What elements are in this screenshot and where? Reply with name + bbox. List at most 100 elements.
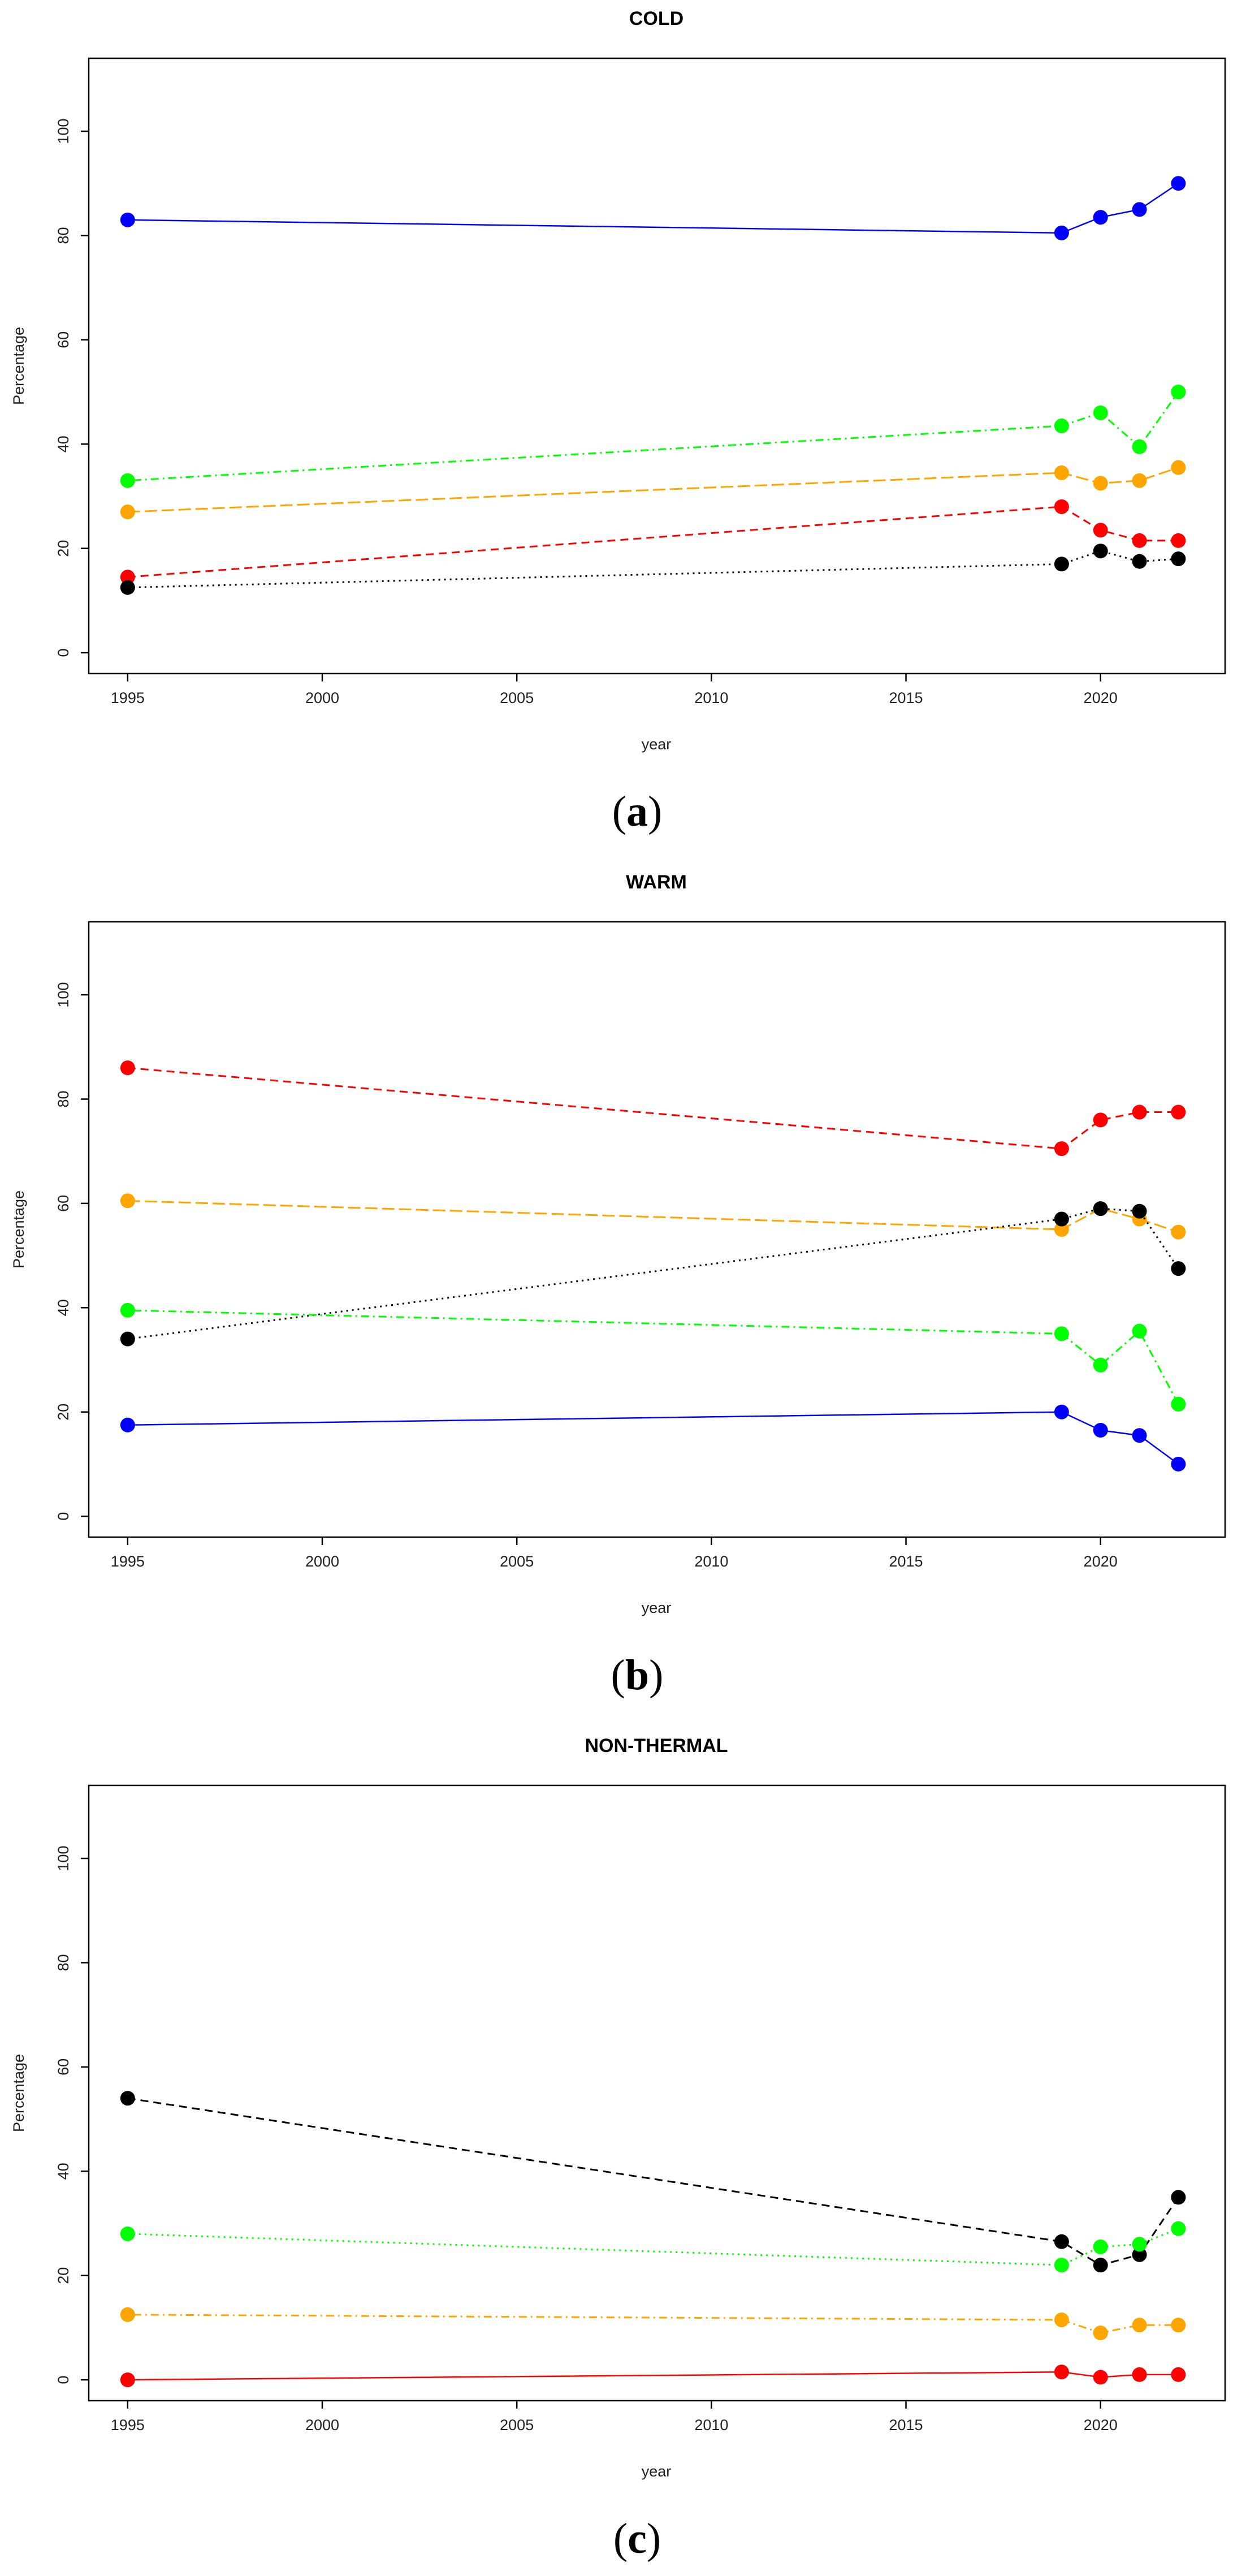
data-point [1132, 1323, 1147, 1339]
series-line [127, 1067, 1179, 1150]
panel-caption: (b) [611, 1651, 664, 1699]
x-tick-label: 2005 [500, 2417, 534, 2433]
y-tick-label: 40 [55, 2163, 72, 2180]
y-axis-label: Percentage [10, 327, 27, 405]
data-point [120, 1417, 135, 1432]
data-point [120, 2307, 135, 2322]
data-point [1093, 2258, 1108, 2273]
chart-title: WARM [626, 871, 687, 893]
data-point [1171, 2318, 1186, 2333]
caption-open-paren: ( [612, 788, 626, 835]
data-point [1171, 2221, 1186, 2236]
data-point [1054, 2234, 1069, 2249]
axis-tick-labels: 1995 2000 2005 2010 2015 2020 0 20 40 60 80 100 [55, 982, 1118, 1570]
series-orange [120, 1193, 1186, 1240]
data-point [1132, 533, 1147, 548]
series-line [127, 183, 1179, 234]
series-layer [120, 1060, 1186, 1472]
data-point [1054, 2258, 1069, 2273]
series-line [127, 2097, 1179, 2266]
x-tick-label: 2015 [889, 1553, 923, 1570]
series-line [127, 1207, 1179, 1340]
y-axis-label: Percentage [10, 1190, 27, 1268]
data-point [1093, 2240, 1108, 2254]
data-point [1054, 1404, 1069, 1419]
data-point [1093, 1112, 1108, 1128]
x-tick-label: 2005 [500, 689, 534, 706]
data-point [1054, 2364, 1069, 2380]
x-tick-label: 2020 [1084, 2417, 1118, 2433]
x-tick-label: 2000 [305, 1553, 339, 1570]
x-tick-label: 1995 [111, 1553, 145, 1570]
series-line [127, 550, 1179, 589]
y-tick-label: 60 [55, 331, 72, 348]
data-point [1093, 543, 1108, 559]
data-point [1093, 2370, 1108, 2385]
caption-letter: b [625, 1651, 649, 1699]
data-point [120, 2091, 135, 2106]
series-black [120, 1201, 1186, 1347]
x-tick-label: 2000 [305, 689, 339, 706]
data-point [1132, 1428, 1147, 1443]
plot-frame [88, 921, 1226, 1538]
x-tick-label: 2015 [889, 2417, 923, 2433]
data-point [120, 580, 135, 595]
data-point [1171, 2190, 1186, 2205]
data-point [120, 1331, 135, 1347]
series-orange [120, 2307, 1186, 2341]
x-tick-label: 1995 [111, 2417, 145, 2433]
data-point [120, 504, 135, 520]
series-line [127, 506, 1179, 578]
data-point [1132, 1203, 1147, 1219]
data-point [1171, 1224, 1186, 1240]
caption-close-paren: ) [648, 788, 662, 835]
data-point [1054, 499, 1069, 514]
panel-cold: COLD 1995 2000 2005 2010 2015 2020 0 20 40 60 80 10… [10, 8, 1226, 835]
series-line [127, 2228, 1179, 2266]
data-point [1132, 202, 1147, 217]
chart-title: NON-THERMAL [585, 1735, 728, 1757]
y-tick-label: 20 [55, 1404, 72, 1421]
series-line [127, 2314, 1179, 2334]
series-layer [120, 176, 1186, 595]
data-point [1171, 460, 1186, 475]
data-point [120, 473, 135, 488]
axis-ticks [81, 994, 1101, 1545]
series-red [120, 2364, 1186, 2388]
series-blue [120, 1404, 1186, 1472]
data-point [120, 1302, 135, 1318]
x-tick-label: 2010 [694, 689, 728, 706]
data-point [120, 2226, 135, 2241]
series-line [127, 1309, 1179, 1405]
x-tick-label: 2000 [305, 2417, 339, 2433]
axis-ticks [81, 130, 1101, 681]
data-point [1054, 1222, 1069, 1237]
y-tick-label: 40 [55, 435, 72, 452]
y-tick-label: 0 [55, 649, 72, 657]
data-point [120, 212, 135, 227]
y-tick-label: 100 [55, 982, 72, 1008]
data-point [1132, 1104, 1147, 1120]
series-black [120, 2091, 1186, 2273]
data-point [1171, 1104, 1186, 1120]
data-point [1093, 523, 1108, 538]
series-line [127, 391, 1179, 482]
y-tick-label: 80 [55, 1954, 72, 1971]
data-point [1132, 2247, 1147, 2262]
data-point [1171, 385, 1186, 400]
x-tick-label: 2005 [500, 1553, 534, 1570]
caption-letter: a [626, 788, 648, 835]
series-green [120, 1302, 1186, 1412]
series-red [120, 499, 1186, 585]
data-point [120, 2372, 135, 2388]
series-blue [120, 176, 1186, 240]
data-point [1171, 1261, 1186, 1276]
data-point [1132, 439, 1147, 454]
caption-open-paren: ( [611, 1651, 625, 1699]
axis-tick-labels: 1995 2000 2005 2010 2015 2020 0 20 40 60 80 100 [55, 119, 1118, 706]
series-green [120, 385, 1186, 488]
y-tick-label: 60 [55, 1195, 72, 1212]
series-layer [120, 2091, 1186, 2388]
data-point [1132, 473, 1147, 488]
